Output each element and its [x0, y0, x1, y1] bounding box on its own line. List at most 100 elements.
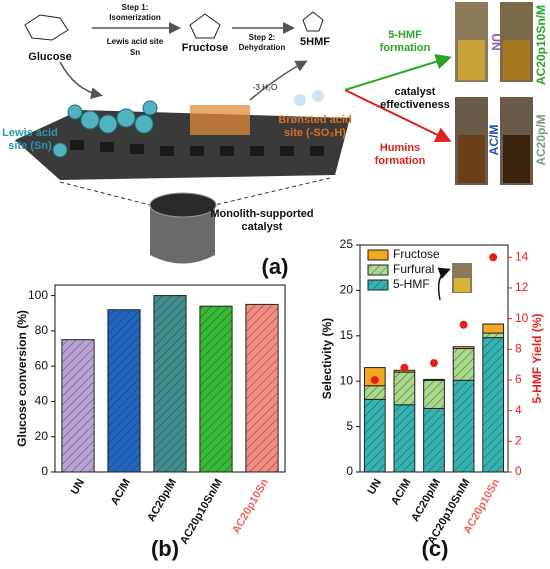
legend-swatch: [367, 279, 389, 291]
vial-liquid: [458, 135, 485, 183]
legend-swatch: [367, 249, 389, 261]
monolith-face: [149, 192, 217, 218]
water-molecule: [312, 90, 324, 102]
point: [400, 363, 409, 372]
label: Isomerization: [109, 13, 161, 22]
bar-segment: [393, 404, 416, 473]
catalyst-surface: [15, 110, 350, 180]
y2-tick-label: 2: [515, 433, 522, 447]
x-tick-label: AC20p10Sn/M: [178, 477, 225, 547]
bar: [153, 295, 187, 473]
panel-label: (a): [262, 254, 289, 279]
bar-segment: [452, 379, 475, 473]
vial-liquid: [503, 135, 530, 183]
legend-swatch: [367, 264, 389, 276]
y-tick-label: 40: [35, 394, 49, 408]
y2-tick-label: 12: [515, 280, 529, 294]
water-molecule: [294, 94, 306, 106]
point: [489, 253, 498, 262]
arrow: [59, 61, 103, 100]
inset-liquid: [454, 278, 470, 292]
legend-label: Fructose: [393, 247, 440, 261]
bar-segment: [393, 371, 416, 406]
y2-tick-label: 8: [515, 341, 522, 355]
bar-segment: [363, 398, 386, 473]
legend-label: Furfural: [393, 262, 434, 276]
vial-liquid: [503, 40, 530, 80]
fructose-structure: [189, 13, 221, 39]
guide: [59, 181, 151, 206]
glucose-structure: [24, 14, 69, 41]
x-tick-label: AC/M: [389, 477, 413, 507]
label: Lewis acid: [2, 127, 58, 139]
label: Step 1:: [122, 3, 149, 12]
label: 5-HMF: [388, 29, 422, 41]
y-tick-label: 100: [28, 288, 48, 302]
bar-segment: [452, 348, 475, 381]
y2-tick-label: 0: [515, 464, 522, 478]
legend-label: 5-HMF: [393, 277, 430, 291]
panel-label: (b): [151, 536, 179, 561]
pores: [70, 140, 324, 156]
y-tick-label: 25: [340, 237, 354, 251]
x-tick-label: UN: [69, 477, 87, 497]
label: Humins: [380, 142, 420, 154]
label: Sn: [130, 48, 140, 57]
label: Fructose: [182, 42, 228, 54]
scheme: Glucose Step 1: Isomerization Lewis acid…: [2, 2, 548, 279]
guide: [214, 177, 331, 206]
arrow: [344, 53, 452, 91]
y-tick-label: 0: [346, 464, 353, 478]
bar: [61, 339, 95, 473]
label: Brønsted acid: [278, 114, 351, 126]
x-tick-label: UN: [366, 477, 384, 497]
label: 5HMF: [300, 36, 330, 48]
label: formation: [380, 42, 431, 54]
vial-label: UN: [489, 33, 503, 50]
label: Glucose: [28, 51, 71, 63]
y-tick-label: 5: [346, 419, 353, 433]
x-tick-label: AC20p/M: [409, 477, 443, 524]
y-tick-label: 20: [35, 429, 49, 443]
point: [370, 375, 379, 384]
label: site (Sn): [8, 140, 52, 152]
y2-tick-label: 14: [515, 249, 529, 263]
vial-label: AC20p10Sn/M: [534, 5, 548, 85]
label: catalyst: [242, 221, 283, 233]
point: [430, 359, 438, 368]
vial-label: AC20p/M: [534, 114, 548, 165]
label: Dehydration: [239, 43, 286, 52]
label: Monolith-supported: [210, 208, 313, 220]
label: Step 2:: [249, 33, 276, 42]
y-axis-label: Glucose conversion (%): [15, 310, 29, 447]
bar: [199, 305, 233, 473]
x-tick-label: AC20p10Sn: [230, 477, 271, 536]
arrow: [437, 267, 451, 301]
arrow: [344, 89, 452, 142]
label: effectiveness: [380, 99, 450, 111]
hmf-structure: [302, 11, 324, 32]
y2-tick-label: 6: [515, 372, 522, 386]
y-tick-label: 15: [340, 328, 354, 342]
arrow: [249, 60, 308, 101]
point: [459, 320, 468, 329]
sulfonic-sites: [190, 105, 250, 135]
bar-segment: [482, 323, 505, 334]
monolith-body: [150, 205, 215, 264]
y-tick-label: 80: [35, 323, 49, 337]
bar-segment: [452, 346, 475, 350]
bar: [107, 309, 141, 473]
x-tick-label: AC/M: [109, 477, 133, 507]
bar-segment: [423, 407, 445, 473]
bar-segment: [363, 385, 386, 400]
label: formation: [375, 155, 426, 167]
label: site (-SO₃H): [284, 127, 346, 139]
y-tick-label: 0: [41, 464, 48, 478]
bar-segment: [423, 378, 445, 381]
y-tick-label: 10: [340, 373, 354, 387]
bar-segment: [423, 379, 445, 409]
bar: [245, 303, 279, 473]
bar-segment: [482, 332, 505, 339]
bar-segment: [482, 337, 505, 473]
